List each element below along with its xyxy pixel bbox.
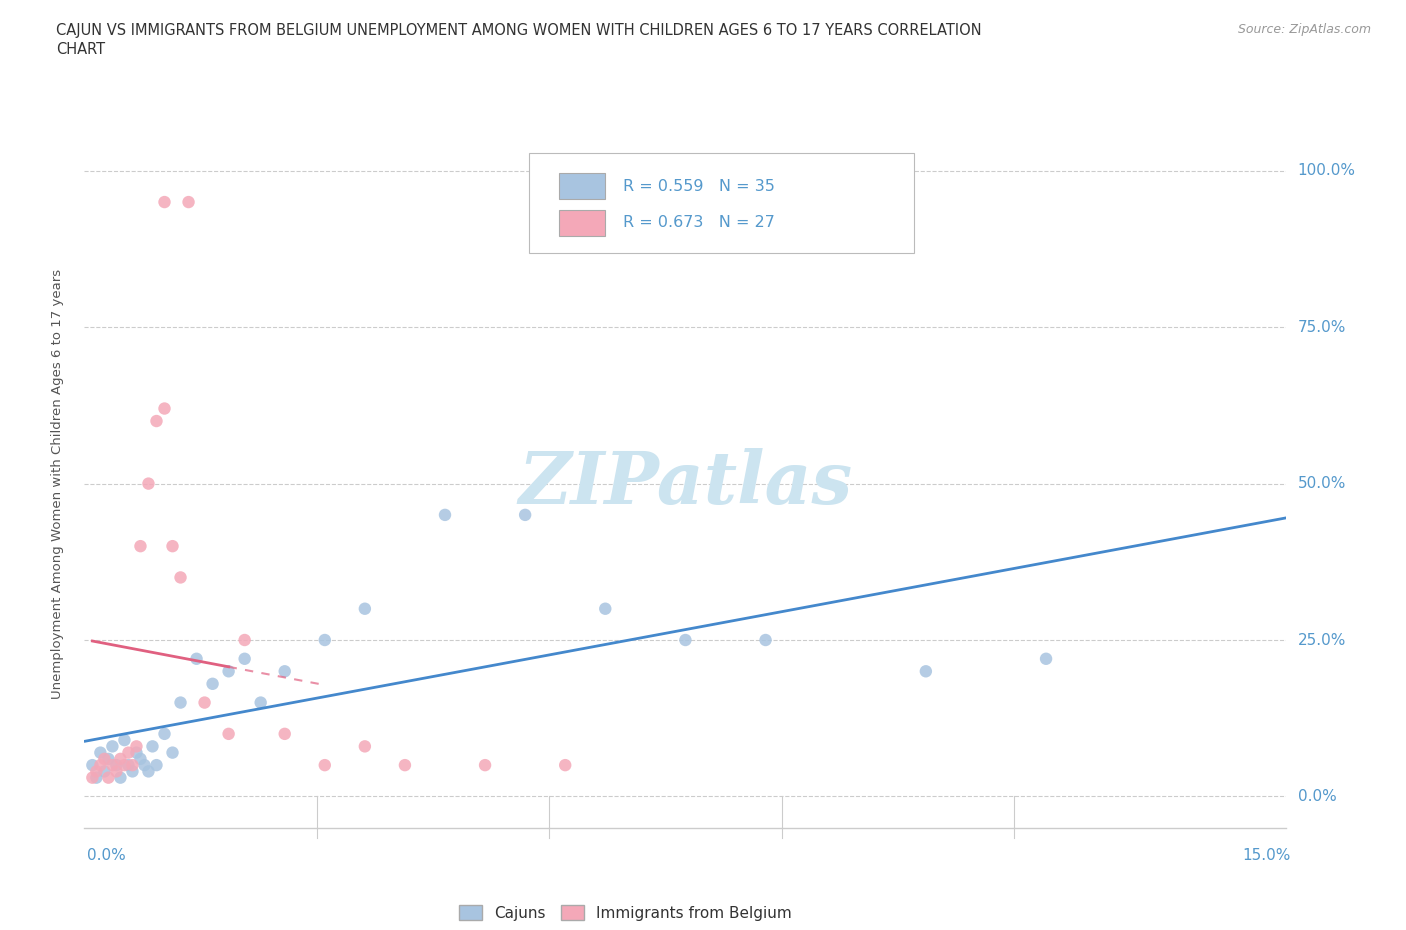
Point [1035,651,1057,666]
Point [110,770,132,785]
Text: 0.0%: 0.0% [1298,789,1336,804]
Text: 0.0%: 0.0% [87,848,127,863]
Point [218,726,240,741]
Point [86,764,108,778]
Point [117,758,139,773]
Point [554,758,576,773]
Y-axis label: Unemployment Among Women with Children Ages 6 to 17 years: Unemployment Among Women with Children A… [51,269,63,698]
Point [145,758,167,773]
Point [169,570,191,585]
Text: 50.0%: 50.0% [1298,476,1346,491]
FancyBboxPatch shape [529,153,914,253]
Point [125,739,148,754]
Point [145,414,167,429]
Point [354,739,377,754]
FancyBboxPatch shape [560,209,605,236]
Point [274,726,297,741]
Point [755,632,778,647]
Point [434,508,457,523]
Point [595,602,617,617]
Point [105,758,128,773]
Text: CHART: CHART [56,42,105,57]
Point [82,758,104,773]
Point [97,770,120,785]
Legend: Cajuns, Immigrants from Belgium: Cajuns, Immigrants from Belgium [453,898,797,926]
Point [89,745,111,760]
Point [114,758,135,773]
Point [141,739,163,754]
Point [515,508,537,523]
Point [86,770,108,785]
Point [162,745,184,760]
Point [153,194,176,209]
Point [675,632,697,647]
Point [233,651,256,666]
Point [105,764,128,778]
Point [82,770,104,785]
Point [474,758,496,773]
Point [153,401,176,416]
Text: 25.0%: 25.0% [1298,632,1346,647]
Point [169,695,191,710]
Point [114,733,135,748]
Point [101,739,124,754]
Point [121,764,143,778]
Point [249,695,271,710]
Point [101,758,124,773]
Point [153,726,176,741]
Point [89,758,111,773]
Point [129,751,152,766]
Text: R = 0.673   N = 27: R = 0.673 N = 27 [623,215,775,231]
Point [125,745,148,760]
Point [274,664,297,679]
Text: R = 0.559   N = 35: R = 0.559 N = 35 [623,179,775,193]
Point [93,751,115,766]
Point [129,538,152,553]
Point [97,751,120,766]
Point [110,751,132,766]
Point [233,632,256,647]
Point [394,758,416,773]
Point [354,602,377,617]
Point [162,538,184,553]
Text: ZIPatlas: ZIPatlas [519,448,852,519]
Text: 75.0%: 75.0% [1298,320,1346,335]
Point [134,758,156,773]
Point [177,194,200,209]
Text: 15.0%: 15.0% [1243,848,1291,863]
Text: Source: ZipAtlas.com: Source: ZipAtlas.com [1237,23,1371,36]
Point [218,664,240,679]
Point [314,758,336,773]
Point [138,764,160,778]
Point [314,632,336,647]
Point [117,745,139,760]
Point [194,695,217,710]
Point [93,764,115,778]
Text: CAJUN VS IMMIGRANTS FROM BELGIUM UNEMPLOYMENT AMONG WOMEN WITH CHILDREN AGES 6 T: CAJUN VS IMMIGRANTS FROM BELGIUM UNEMPLO… [56,23,981,38]
Point [201,676,224,691]
Point [138,476,160,491]
Point [186,651,208,666]
FancyBboxPatch shape [560,173,605,199]
Point [121,758,143,773]
Point [915,664,938,679]
Text: 100.0%: 100.0% [1298,164,1355,179]
